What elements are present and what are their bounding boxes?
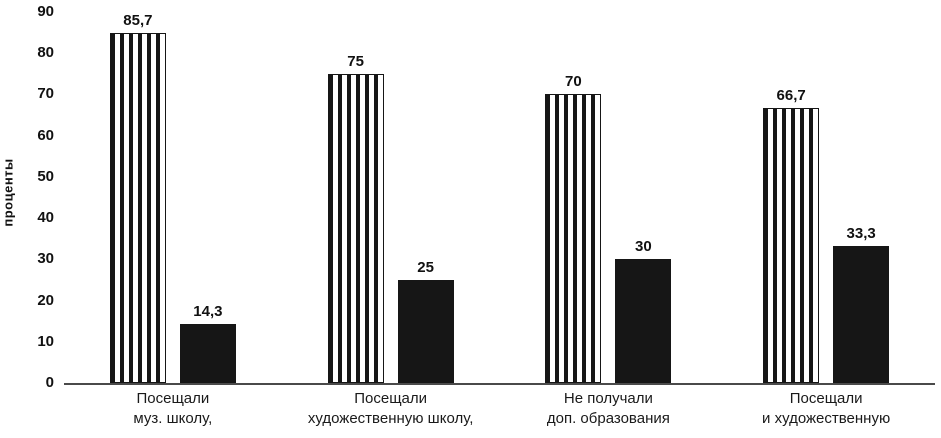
bar-with-label: 85,7 — [109, 12, 166, 383]
striped-bar — [327, 73, 384, 383]
bar-with-label: 14,3 — [179, 12, 236, 383]
plot-area: 85,7 14,3 75 25 70 30 66,7 33,3 — [64, 12, 935, 385]
solid-bar — [179, 324, 236, 383]
bar-group: 70 30 — [500, 12, 718, 383]
bar-value-label: 75 — [347, 52, 364, 70]
y-axis-ticks: 0 10 20 30 40 50 60 70 80 90 — [18, 3, 54, 391]
x-axis-category-labels: Посещали муз. школу, Посещали художествен… — [64, 389, 935, 429]
y-tick-label: 30 — [37, 250, 54, 268]
y-tick-label: 60 — [37, 126, 54, 144]
solid-bar — [397, 279, 454, 383]
bar-with-label: 25 — [397, 12, 454, 383]
bar-value-label: 30 — [635, 238, 652, 256]
category-label: Не получали доп. образования — [546, 390, 670, 427]
bar-value-label: 33,3 — [846, 224, 876, 242]
y-axis-title: проценты — [0, 158, 16, 227]
y-tick-label: 0 — [45, 374, 54, 391]
bar-value-label: 85,7 — [123, 12, 153, 29]
y-tick-label: 80 — [37, 44, 54, 62]
striped-bar — [109, 33, 166, 383]
bar-with-label: 30 — [615, 12, 672, 383]
y-tick-label: 20 — [37, 291, 54, 309]
striped-bar — [545, 94, 602, 383]
category-label: Посещали и художественную — [762, 390, 891, 427]
bar-value-label: 14,3 — [193, 303, 223, 321]
category-label: Посещали художественную школу, — [307, 390, 474, 427]
y-tick-label: 90 — [37, 3, 54, 20]
y-tick-label: 40 — [37, 209, 54, 227]
bar-value-label: 25 — [417, 258, 434, 276]
solid-bar — [833, 245, 890, 383]
bar-with-label: 33,3 — [833, 12, 890, 383]
bar-with-label: 75 — [327, 12, 384, 383]
bar-group: 85,7 14,3 — [64, 12, 282, 383]
y-tick-label: 70 — [37, 85, 54, 103]
solid-bar — [615, 259, 672, 383]
bar-with-label: 66,7 — [763, 12, 820, 383]
y-tick-label: 50 — [37, 167, 54, 185]
bar-value-label: 70 — [565, 73, 582, 91]
bar-group: 66,7 33,3 — [717, 12, 935, 383]
y-tick-label: 10 — [37, 332, 54, 350]
bar-with-label: 70 — [545, 12, 602, 383]
striped-bar — [763, 108, 820, 383]
bar-group: 75 25 — [282, 12, 500, 383]
category-label: Посещали муз. школу, — [133, 390, 213, 427]
bar-value-label: 66,7 — [776, 87, 806, 105]
